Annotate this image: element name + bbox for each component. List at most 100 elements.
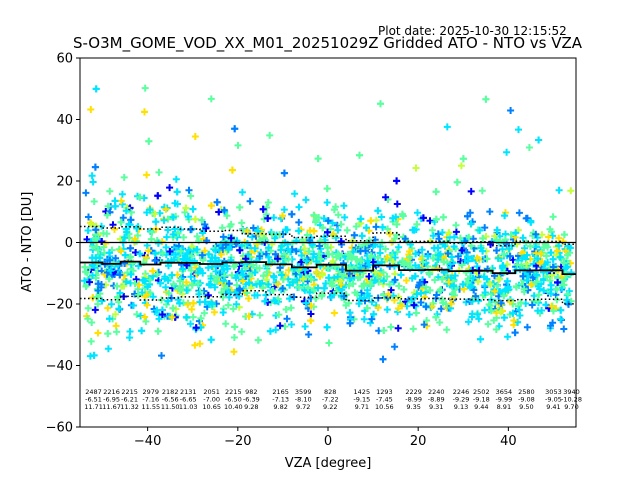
data-point <box>363 304 371 312</box>
data-point <box>426 217 434 225</box>
data-point <box>84 315 92 323</box>
data-point <box>478 187 486 195</box>
data-point <box>138 327 146 335</box>
data-point <box>534 283 542 290</box>
data-point <box>179 265 187 273</box>
data-point <box>477 244 485 252</box>
data-point <box>96 254 104 262</box>
data-point <box>154 239 162 247</box>
data-point <box>327 293 335 301</box>
data-point <box>126 254 134 261</box>
data-point <box>266 131 274 139</box>
data-point <box>219 309 227 316</box>
data-point <box>537 250 545 258</box>
data-point <box>303 257 311 265</box>
bin-count: 2182 <box>162 388 179 396</box>
data-point <box>136 193 144 201</box>
data-point <box>499 262 507 270</box>
data-point <box>82 282 90 290</box>
data-point <box>196 340 204 348</box>
bin-mean: -7.00 <box>203 396 220 404</box>
data-point <box>330 206 338 214</box>
data-point <box>408 296 416 304</box>
data-point <box>466 283 474 291</box>
data-point <box>519 234 527 242</box>
data-point <box>475 297 482 305</box>
data-point <box>449 289 457 297</box>
data-point <box>156 279 164 287</box>
data-point <box>523 251 531 259</box>
data-point <box>274 280 282 288</box>
data-point <box>295 203 303 211</box>
y-tick-label: 0 <box>65 236 73 251</box>
data-point <box>251 291 259 299</box>
data-point <box>198 216 206 224</box>
data-point <box>116 271 124 279</box>
data-point <box>163 233 171 241</box>
bin-std: 9.28 <box>244 403 258 411</box>
data-point <box>295 267 303 275</box>
data-point <box>105 275 113 283</box>
data-point <box>356 268 364 276</box>
data-point <box>400 261 408 269</box>
bin-mean: -8.10 <box>295 396 312 404</box>
data-point <box>336 277 344 285</box>
data-point <box>108 300 115 308</box>
data-point <box>231 323 239 331</box>
data-point <box>509 309 517 317</box>
data-point <box>187 267 195 274</box>
data-point <box>334 273 342 281</box>
data-point <box>547 290 555 298</box>
data-point <box>264 280 272 288</box>
data-point <box>384 225 392 233</box>
bin-std: 9.13 <box>454 403 468 411</box>
data-point <box>230 334 238 341</box>
data-point <box>114 293 121 301</box>
data-point <box>495 275 503 283</box>
data-point <box>367 217 375 225</box>
data-point <box>88 319 96 326</box>
data-point <box>207 202 215 210</box>
data-point <box>287 304 295 312</box>
data-point <box>280 206 288 214</box>
data-point <box>481 224 489 232</box>
data-point <box>493 282 501 290</box>
data-point <box>256 311 264 319</box>
data-point <box>481 289 489 296</box>
data-point <box>86 278 93 286</box>
data-point <box>379 269 387 276</box>
bin-mean: -9.29 <box>453 396 470 404</box>
data-point <box>542 252 550 260</box>
data-point <box>299 275 307 283</box>
data-point <box>158 296 165 304</box>
data-point <box>496 237 504 245</box>
data-point <box>500 250 508 258</box>
data-point <box>262 210 270 218</box>
data-point <box>288 321 295 328</box>
scatter-points <box>81 84 575 363</box>
data-point <box>288 210 296 218</box>
data-point <box>555 234 563 242</box>
reference-lines <box>80 225 576 305</box>
bin-count: 2051 <box>203 388 220 396</box>
bin-count: 1425 <box>354 388 371 396</box>
data-point <box>88 254 96 262</box>
data-point <box>523 323 531 331</box>
data-point <box>529 274 537 282</box>
data-point <box>377 100 384 108</box>
plot-date: Plot date: 2025-10-30 12:15:52 <box>378 24 567 38</box>
data-point <box>514 318 522 326</box>
data-point <box>324 217 332 225</box>
data-point <box>301 323 309 330</box>
data-point <box>279 212 286 220</box>
data-point <box>281 255 288 263</box>
data-point <box>143 171 151 179</box>
data-point <box>440 258 448 266</box>
data-point <box>310 250 318 258</box>
data-point <box>437 250 444 258</box>
data-point <box>372 268 379 276</box>
data-point <box>363 290 371 298</box>
bin-mean: -6.65 <box>180 396 197 404</box>
data-point <box>239 271 247 279</box>
data-point <box>158 311 166 318</box>
